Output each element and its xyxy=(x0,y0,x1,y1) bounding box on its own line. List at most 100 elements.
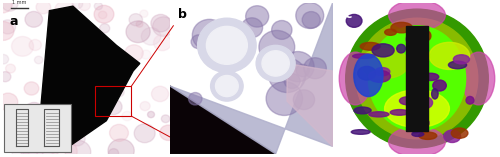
Ellipse shape xyxy=(432,89,438,99)
Circle shape xyxy=(24,82,39,95)
Circle shape xyxy=(54,104,71,119)
Ellipse shape xyxy=(391,22,412,33)
Ellipse shape xyxy=(396,44,406,53)
Ellipse shape xyxy=(388,127,446,157)
Circle shape xyxy=(154,35,172,51)
Circle shape xyxy=(142,27,161,45)
Ellipse shape xyxy=(360,48,409,78)
Text: b: b xyxy=(178,8,187,21)
Circle shape xyxy=(36,1,51,14)
Circle shape xyxy=(38,135,48,144)
Text: 1 mm: 1 mm xyxy=(12,0,26,5)
Circle shape xyxy=(2,0,18,11)
Circle shape xyxy=(212,28,246,58)
Circle shape xyxy=(296,3,324,28)
Circle shape xyxy=(110,124,128,141)
Ellipse shape xyxy=(422,73,439,81)
Circle shape xyxy=(102,105,112,113)
Circle shape xyxy=(78,44,90,55)
Circle shape xyxy=(6,64,16,73)
Circle shape xyxy=(69,132,85,146)
Circle shape xyxy=(284,74,300,89)
Polygon shape xyxy=(406,26,428,131)
Ellipse shape xyxy=(433,80,446,91)
Ellipse shape xyxy=(346,9,488,148)
Ellipse shape xyxy=(360,42,380,50)
Circle shape xyxy=(0,20,16,34)
Circle shape xyxy=(105,99,122,115)
Circle shape xyxy=(104,69,113,77)
Circle shape xyxy=(98,11,107,19)
Circle shape xyxy=(152,17,174,36)
Circle shape xyxy=(122,111,132,121)
Circle shape xyxy=(78,0,90,11)
Ellipse shape xyxy=(448,61,466,69)
Circle shape xyxy=(129,14,142,26)
Circle shape xyxy=(134,124,155,143)
Circle shape xyxy=(78,95,100,115)
Circle shape xyxy=(12,36,34,56)
Circle shape xyxy=(242,18,262,38)
Circle shape xyxy=(206,26,248,64)
Circle shape xyxy=(100,24,110,33)
Circle shape xyxy=(221,20,234,32)
Circle shape xyxy=(125,45,143,61)
Ellipse shape xyxy=(390,110,409,115)
Ellipse shape xyxy=(368,26,466,131)
Circle shape xyxy=(46,67,60,79)
Circle shape xyxy=(224,34,249,57)
Circle shape xyxy=(160,125,177,141)
Ellipse shape xyxy=(352,130,370,134)
Circle shape xyxy=(0,72,11,82)
Circle shape xyxy=(0,0,12,13)
Circle shape xyxy=(266,82,302,115)
Ellipse shape xyxy=(339,52,372,105)
Circle shape xyxy=(25,11,42,27)
Ellipse shape xyxy=(454,55,469,64)
Circle shape xyxy=(268,58,306,92)
Ellipse shape xyxy=(400,97,416,105)
Circle shape xyxy=(47,62,54,68)
Circle shape xyxy=(66,101,84,119)
Ellipse shape xyxy=(384,90,450,127)
Circle shape xyxy=(136,21,143,27)
Circle shape xyxy=(53,107,76,128)
Ellipse shape xyxy=(358,66,376,80)
Text: c: c xyxy=(344,8,352,21)
Circle shape xyxy=(258,55,278,74)
Circle shape xyxy=(259,30,294,64)
Circle shape xyxy=(191,35,206,49)
Circle shape xyxy=(188,92,202,105)
Ellipse shape xyxy=(416,116,429,129)
Circle shape xyxy=(140,102,150,111)
Circle shape xyxy=(246,6,268,27)
Circle shape xyxy=(34,107,56,126)
Circle shape xyxy=(302,12,320,28)
Ellipse shape xyxy=(368,70,390,82)
Circle shape xyxy=(54,1,76,20)
Circle shape xyxy=(47,125,72,148)
Circle shape xyxy=(108,59,120,70)
Circle shape xyxy=(272,21,292,39)
Circle shape xyxy=(294,90,314,110)
Circle shape xyxy=(141,50,151,59)
Ellipse shape xyxy=(418,97,432,108)
Circle shape xyxy=(34,56,43,64)
Ellipse shape xyxy=(369,112,389,117)
Ellipse shape xyxy=(354,107,371,114)
Circle shape xyxy=(148,111,154,118)
Ellipse shape xyxy=(410,119,422,133)
Ellipse shape xyxy=(354,54,383,97)
Ellipse shape xyxy=(384,29,396,35)
Circle shape xyxy=(30,129,56,151)
Circle shape xyxy=(216,76,238,97)
Circle shape xyxy=(0,54,8,64)
Circle shape xyxy=(46,66,67,85)
Circle shape xyxy=(24,103,44,121)
Circle shape xyxy=(94,2,102,10)
Circle shape xyxy=(70,47,82,59)
Circle shape xyxy=(198,18,256,73)
Circle shape xyxy=(192,19,226,51)
Ellipse shape xyxy=(452,128,468,138)
Circle shape xyxy=(108,149,118,157)
